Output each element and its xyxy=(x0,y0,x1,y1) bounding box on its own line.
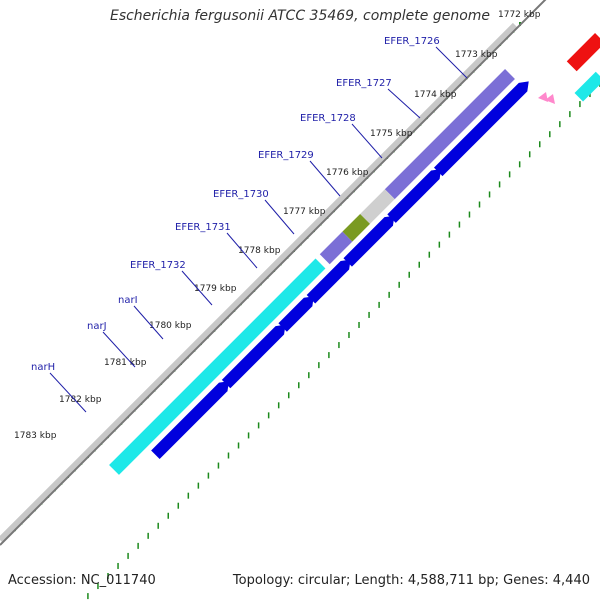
gene-label: EFER_1732 xyxy=(130,260,186,271)
kbp-label: 1783 kbp xyxy=(14,431,57,441)
kbp-label: 1772 kbp xyxy=(498,10,541,20)
gene-leader-line xyxy=(102,331,136,368)
kbp-label: 1777 kbp xyxy=(283,207,326,217)
cds-arrow xyxy=(221,324,286,389)
kbp-label: 1780 kbp xyxy=(149,321,192,331)
pink-arrow xyxy=(538,92,548,102)
gene-leader-line xyxy=(181,270,213,306)
pink-arrow xyxy=(545,94,555,104)
gene-leader-line xyxy=(49,372,87,413)
gene-leader-line xyxy=(351,123,383,159)
cds-arrow xyxy=(278,296,314,332)
gene-label: narI xyxy=(118,295,138,306)
kbp-labels: 1772 kbp 1773 kbp 1774 kbp 1775 kbp 1776 kbp… xyxy=(14,10,541,441)
gene-leader-line xyxy=(309,160,341,197)
gene-label: narJ xyxy=(87,321,107,332)
gene-leader-line xyxy=(226,232,258,269)
gene-label: narH xyxy=(31,362,55,373)
gene-label: EFER_1728 xyxy=(300,113,356,124)
gene-leader-line xyxy=(387,88,421,119)
genome-backbone-shadow xyxy=(0,0,547,546)
gene-leader-line xyxy=(133,305,164,340)
kbp-label: 1782 kbp xyxy=(59,395,102,405)
genome-backbone xyxy=(0,22,518,543)
cds-arrow xyxy=(433,81,529,177)
cds-arrow xyxy=(306,259,351,304)
gene-leader-line xyxy=(264,199,295,235)
kbp-label: 1781 kbp xyxy=(104,358,147,368)
kbp-label: 1774 kbp xyxy=(414,90,457,100)
kbp-label: 1779 kbp xyxy=(194,284,237,294)
gene-label: EFER_1729 xyxy=(258,150,314,161)
cog-band xyxy=(109,258,326,475)
cog-band xyxy=(384,69,515,200)
cog-band xyxy=(319,231,353,265)
cds-arrow xyxy=(387,169,442,223)
gene-label: EFER_1727 xyxy=(336,78,392,89)
gene-label: EFER_1731 xyxy=(175,222,231,233)
genome-title: Escherichia fergusonii ATCC 35469, compl… xyxy=(109,8,491,24)
kbp-label: 1775 kbp xyxy=(370,129,413,139)
cog-band xyxy=(360,189,395,224)
kbp-label: 1778 kbp xyxy=(238,246,281,256)
topology-text: Topology: circular; Length: 4,588,711 bp… xyxy=(232,573,590,588)
feature-track xyxy=(109,33,600,475)
kbp-label: 1773 kbp xyxy=(455,50,498,60)
cds-arrow xyxy=(343,215,395,267)
gene-leader-line xyxy=(435,46,468,79)
cog-band xyxy=(342,214,370,242)
gene-label: EFER_1726 xyxy=(384,36,440,47)
cds-arrow xyxy=(151,381,229,460)
accession-text: Accession: NC_011740 xyxy=(8,573,156,588)
cds-cyan xyxy=(574,71,600,102)
gene-label: EFER_1730 xyxy=(213,189,269,200)
gene-labels: EFER_1726 EFER_1727 EFER_1728 EFER_1729 EFER… xyxy=(31,36,468,413)
kbp-label: 1776 kbp xyxy=(326,168,369,178)
cds-red xyxy=(566,33,600,72)
